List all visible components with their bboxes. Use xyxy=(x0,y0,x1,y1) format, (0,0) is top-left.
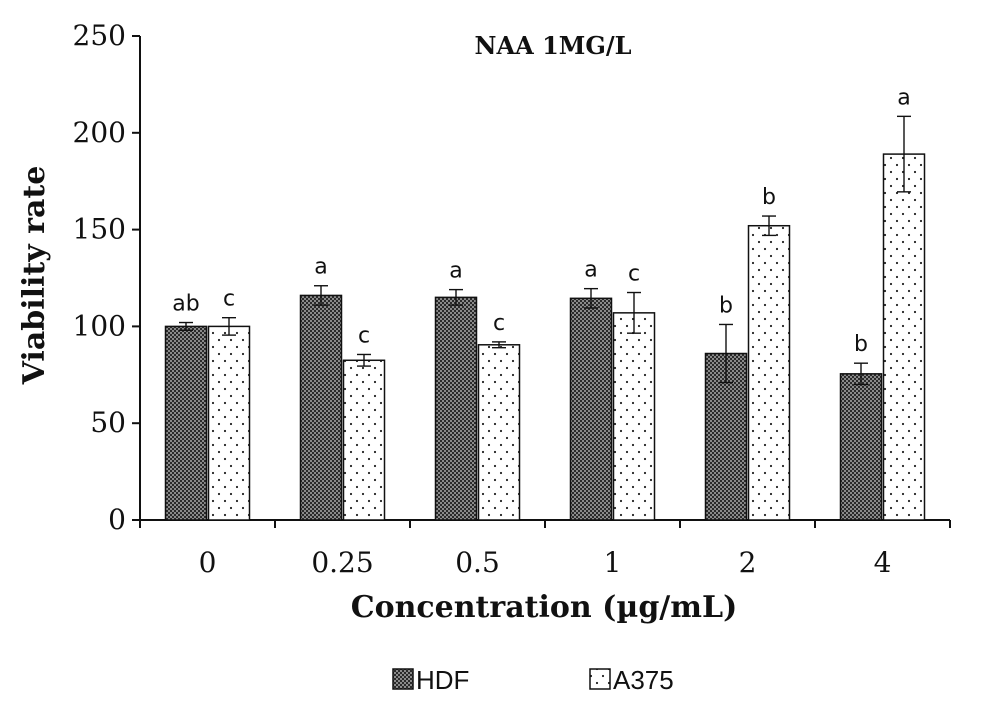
legend-label-a375: A375 xyxy=(613,665,674,695)
significance-label: c xyxy=(223,287,235,312)
significance-label: a xyxy=(449,259,462,284)
significance-label: b xyxy=(719,293,733,318)
significance-label: a xyxy=(584,258,597,283)
svg-text:Viability rate: Viability rate xyxy=(17,166,52,386)
y-tick-label: 0 xyxy=(108,503,126,536)
y-tick-label: 200 xyxy=(73,116,126,149)
bar-hdf xyxy=(434,296,478,521)
x-axis-title: Concentration (µg/mL) xyxy=(351,590,738,625)
bar-hdf xyxy=(299,294,343,521)
legend-swatch-a375 xyxy=(589,668,611,690)
significance-label: c xyxy=(493,311,505,336)
x-tick-label: 4 xyxy=(874,546,892,579)
bar-a375 xyxy=(342,359,386,521)
y-tick-label: 250 xyxy=(73,19,126,52)
significance-label: a xyxy=(314,255,327,280)
significance-label: a xyxy=(897,85,910,110)
x-tick-label: 1 xyxy=(604,546,622,579)
bar-a375 xyxy=(612,312,656,521)
x-tick-label: 0.5 xyxy=(455,546,500,579)
significance-label: ab xyxy=(172,292,199,317)
legend: HDF A375 xyxy=(392,665,674,695)
y-tick-label: 50 xyxy=(90,406,126,439)
chart-title: NAA 1MG/L xyxy=(475,31,632,60)
bar-a375 xyxy=(882,153,926,521)
y-tick-label: 150 xyxy=(73,213,126,246)
legend-swatch-hdf xyxy=(392,668,414,690)
bar-a375 xyxy=(747,224,791,521)
bar-a375 xyxy=(477,344,521,521)
significance-label: c xyxy=(358,323,370,348)
significance-label: b xyxy=(854,332,868,357)
significance-label: b xyxy=(762,185,776,210)
x-tick-label: 2 xyxy=(739,546,757,579)
x-tick-label: 0 xyxy=(199,546,217,579)
y-axis-title: Viability rate xyxy=(17,166,52,386)
legend-label-hdf: HDF xyxy=(416,665,469,695)
bar-hdf xyxy=(569,297,613,521)
y-tick-label: 100 xyxy=(73,309,126,342)
bar-hdf xyxy=(839,373,883,521)
significance-label: c xyxy=(628,262,640,287)
bar-a375 xyxy=(207,325,251,521)
bar-hdf xyxy=(164,325,208,521)
x-tick-label: 0.25 xyxy=(311,546,373,579)
